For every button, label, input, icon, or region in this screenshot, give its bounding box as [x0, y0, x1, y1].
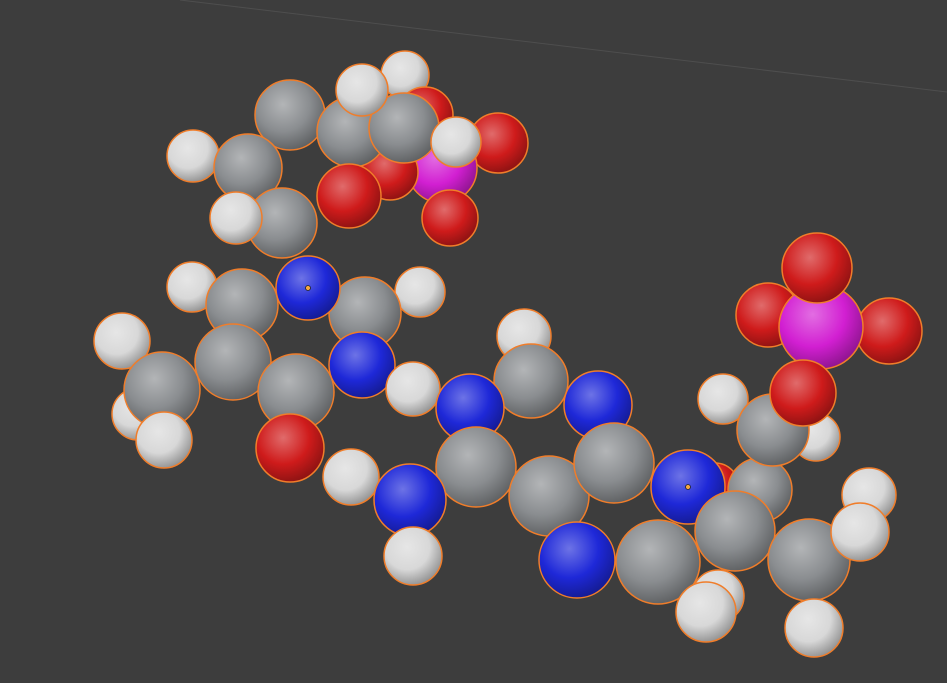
object-origin-dot: [685, 484, 691, 490]
hydrogen-atom[interactable]: [830, 502, 890, 562]
hydrogen-atom[interactable]: [784, 598, 844, 658]
carbon-atom[interactable]: [493, 343, 569, 419]
molecule-atoms[interactable]: [93, 50, 923, 658]
hydrogen-atom[interactable]: [322, 448, 380, 506]
hydrogen-atom[interactable]: [135, 411, 193, 469]
hydrogen-atom[interactable]: [335, 63, 389, 117]
hydrogen-atom[interactable]: [209, 191, 263, 245]
hydrogen-atom[interactable]: [675, 581, 737, 643]
carbon-atom[interactable]: [573, 422, 655, 504]
floor-grid-line: [179, 0, 947, 93]
oxygen-atom[interactable]: [255, 413, 325, 483]
oxygen-atom[interactable]: [316, 163, 382, 229]
object-origin-dot: [305, 285, 311, 291]
hydrogen-atom[interactable]: [430, 116, 482, 168]
hydrogen-atom[interactable]: [697, 373, 749, 425]
carbon-atom[interactable]: [615, 519, 701, 605]
oxygen-atom[interactable]: [781, 232, 853, 304]
carbon-atom[interactable]: [694, 490, 776, 572]
nitrogen-atom[interactable]: [373, 463, 447, 537]
hydrogen-atom[interactable]: [394, 266, 446, 318]
nitrogen-atom[interactable]: [538, 521, 616, 599]
object-origins: [305, 285, 691, 490]
hydrogen-atom[interactable]: [385, 361, 441, 417]
oxygen-atom[interactable]: [769, 359, 837, 427]
hydrogen-atom[interactable]: [383, 526, 443, 586]
hydrogen-atom[interactable]: [93, 312, 151, 370]
oxygen-atom[interactable]: [421, 189, 479, 247]
oxygen-atom[interactable]: [855, 297, 923, 365]
hydrogen-atom[interactable]: [166, 129, 220, 183]
carbon-atom[interactable]: [194, 323, 272, 401]
carbon-atom[interactable]: [435, 426, 517, 508]
nitrogen-atom[interactable]: [328, 331, 396, 399]
